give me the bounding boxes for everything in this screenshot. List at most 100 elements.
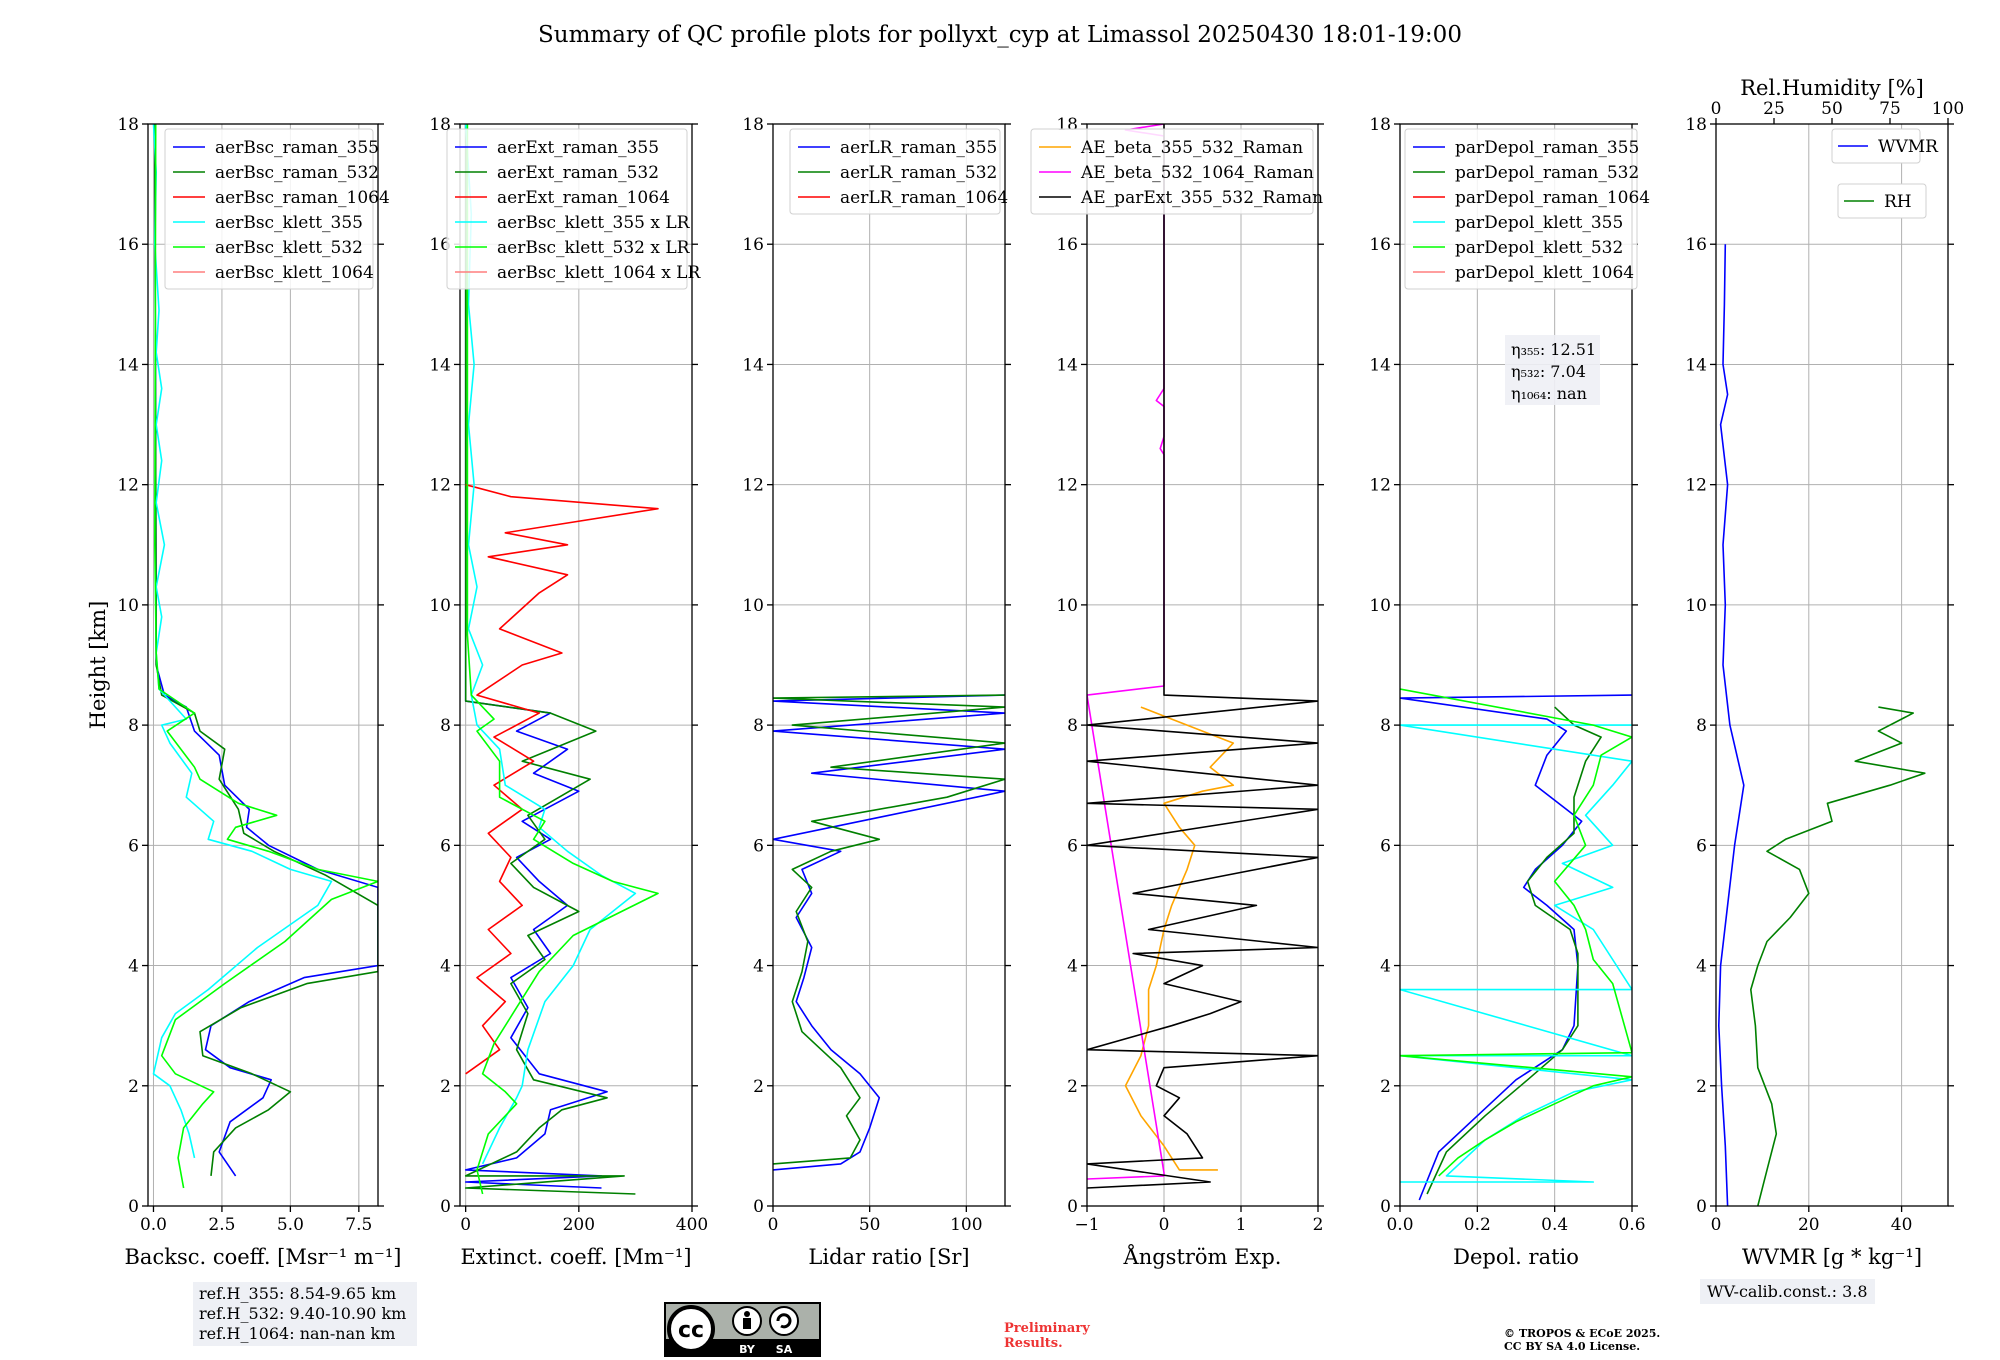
legend-entry: parDepol_raman_1064: [1455, 188, 1650, 208]
y-tick-label: 0: [1380, 1197, 1391, 1217]
x-tick-label: 0.6: [1618, 1215, 1645, 1235]
y-tick-label: 6: [1067, 836, 1078, 856]
y-tick-label: 2: [1696, 1077, 1707, 1097]
y-tick-label: 0: [753, 1197, 764, 1217]
y-tick-label: 12: [117, 476, 139, 496]
top-x-tick-label: 100: [1932, 99, 1964, 119]
x-tick-label: 50: [859, 1215, 881, 1235]
y-tick-label: 10: [117, 596, 139, 616]
y-tick-label: 4: [128, 957, 139, 977]
preliminary-line-2: Results.: [1004, 1336, 1063, 1351]
series-group: [1400, 688, 1632, 1201]
legend-entry: RH: [1884, 192, 1912, 212]
legend-entry: aerBsc_raman_1064: [215, 188, 390, 208]
x-tick-label: 2: [1313, 1215, 1324, 1235]
y-tick-label: 2: [753, 1077, 764, 1097]
series-line-aerLR_raman_355: [773, 694, 1005, 1171]
y-tick-label: 2: [128, 1077, 139, 1097]
y-tick-label: 8: [440, 716, 451, 736]
series-line-aerLR_raman_532: [773, 694, 1005, 1165]
legend-box: [789, 128, 1001, 215]
y-tick-label: 0: [128, 1197, 139, 1217]
y-tick-label: 10: [1056, 596, 1078, 616]
copyright-line-2: CC BY SA 4.0 License.: [1504, 1340, 1641, 1353]
series-line-aerBsc_klett_355 x LR: [464, 124, 637, 1165]
y-tick-label: 16: [742, 235, 764, 255]
series-group: [464, 124, 659, 1195]
top-x-tick-label: 0: [1711, 99, 1722, 119]
y-tick-label: 8: [1696, 716, 1707, 736]
y-tick-label: 14: [429, 355, 451, 375]
series-line-aerBsc_raman_355: [154, 124, 378, 1177]
x-tick-label: 0.2: [1464, 1215, 1491, 1235]
y-tick-label: 8: [1067, 716, 1078, 736]
top-x-tick-label: 75: [1879, 99, 1901, 119]
series-group: [1087, 124, 1318, 1189]
x-tick-label: 0.0: [140, 1215, 167, 1235]
top-x-tick-label: 25: [1763, 99, 1785, 119]
y-tick-label: 12: [429, 476, 451, 496]
y-tick-label: 4: [1696, 957, 1707, 977]
legend-box: [164, 128, 374, 290]
x-tick-label: 2.5: [208, 1215, 235, 1235]
series-line-aerBsc_raman_532: [154, 124, 378, 1176]
legend-box: [446, 128, 688, 290]
y-tick-label: 4: [1380, 957, 1391, 977]
x-tick-label: 5.0: [277, 1215, 304, 1235]
y-tick-label: 8: [128, 716, 139, 736]
y-tick-label: 16: [1685, 235, 1707, 255]
y-tick-label: 6: [1380, 836, 1391, 856]
panel-3: 0 2 4 6 8 10 12 14 16 18 0 50 100 Lidar ratio [Sr] aer…: [742, 115, 1011, 1269]
copyright-label: © TROPOS & ECoE 2025. CC BY SA 4.0 Licen…: [1504, 1327, 1724, 1353]
figure-title: Summary of QC profile plots for pollyxt_…: [538, 22, 1462, 48]
y-tick-label: 12: [1685, 476, 1707, 496]
x-tick-label: 1: [1236, 1215, 1247, 1235]
plot-frame: [1715, 123, 1949, 1207]
plot-frame: [1086, 123, 1319, 1207]
series-line-AE_parExt_355_532_Raman: [1087, 124, 1318, 1189]
series-group: [152, 124, 378, 1189]
ref-height-355: ref.H_355: 8.54-9.65 km: [199, 1284, 397, 1303]
y-tick-label: 4: [440, 957, 451, 977]
legend-entry: aerExt_raman_1064: [497, 188, 670, 208]
eta-annotation-box: [1505, 335, 1600, 405]
y-tick-label: 18: [117, 115, 139, 135]
legend-entry: aerBsc_klett_1064 x LR: [497, 263, 701, 283]
legend-entry: aerBsc_raman_355: [215, 138, 379, 158]
top-x-axis-label: Rel.Humidity [%]: [1740, 76, 1924, 100]
y-tick-label: 6: [440, 836, 451, 856]
legend-entry: aerExt_raman_532: [497, 163, 659, 183]
series-line-aerExt_raman_355: [464, 124, 608, 1189]
series-line-parDepol_klett_532: [1400, 688, 1632, 1177]
y-tick-label: 14: [117, 355, 139, 375]
y-tick-label: 16: [1369, 235, 1391, 255]
panel-1: 0 2 4 6 8 10 12 14 16 18 0.0 2.5 5.0 7.5 Backsc. coeff…: [86, 115, 401, 1269]
series-line-RH: [1750, 706, 1926, 1206]
y-tick-label: 18: [742, 115, 764, 135]
x-tick-label: 0: [460, 1215, 471, 1235]
legend-entry: aerLR_raman_355: [840, 138, 997, 158]
legend-box: [1837, 183, 1927, 219]
plot-frame: [772, 123, 1006, 1207]
x-tick-label: 7.5: [345, 1215, 372, 1235]
series-line-aerBsc_klett_532 x LR: [466, 124, 659, 1195]
wv-calibration-box: WV-calib.const.: 3.8: [1700, 1279, 1875, 1304]
legend-entry: aerBsc_klett_1064: [215, 263, 374, 283]
y-tick-label: 18: [429, 115, 451, 135]
cc-by-sa-icon: cc BY SA: [664, 1302, 821, 1357]
eta-annotation-line: η₅₃₂: 7.04: [1511, 362, 1586, 381]
x-tick-label: 100: [950, 1215, 982, 1235]
x-tick-label: 0: [768, 1215, 779, 1235]
x-axis-label: Lidar ratio [Sr]: [808, 1245, 969, 1269]
y-tick-label: 14: [1685, 355, 1707, 375]
legend-entry: aerLR_raman_532: [840, 163, 997, 183]
legend-entry: aerLR_raman_1064: [840, 188, 1008, 208]
y-tick-label: 0: [440, 1197, 451, 1217]
x-tick-label: −1: [1074, 1215, 1099, 1235]
x-tick-label: 0: [1159, 1215, 1170, 1235]
y-tick-label: 16: [429, 235, 451, 255]
y-tick-label: 2: [1380, 1077, 1391, 1097]
y-tick-label: 12: [742, 476, 764, 496]
